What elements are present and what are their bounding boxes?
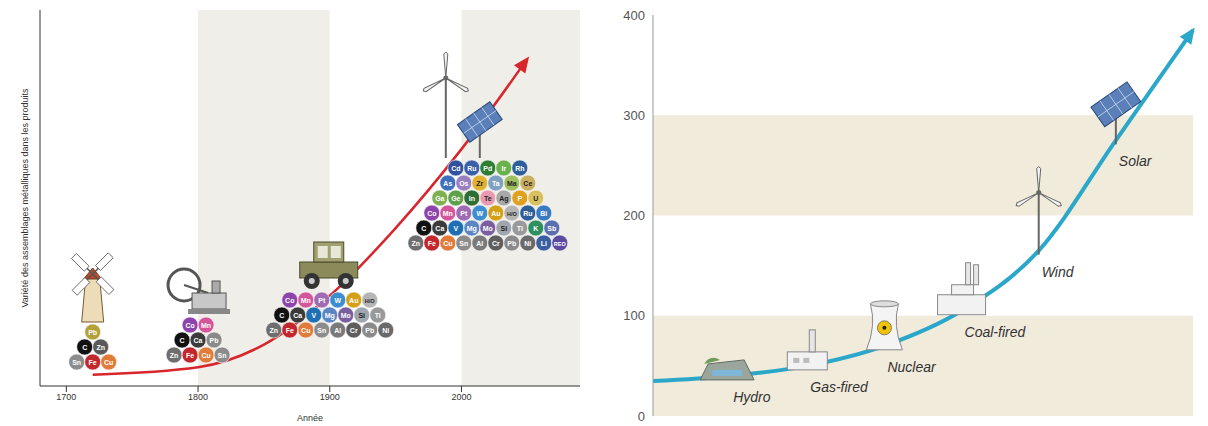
svg-text:V: V [453,225,458,232]
svg-text:Mn: Mn [443,210,453,217]
svg-text:Sn: Sn [72,359,81,366]
svg-text:Ca: Ca [293,312,302,319]
svg-text:V: V [311,312,316,319]
svg-text:Al: Al [476,240,483,247]
svg-text:Pt: Pt [460,210,468,217]
svg-text:In: In [469,195,475,202]
svg-text:Os: Os [459,180,468,187]
svg-text:Zn: Zn [269,327,278,334]
svg-text:As: As [443,180,452,187]
svg-text:0: 0 [638,409,645,424]
svg-text:400: 400 [623,8,645,23]
svg-text:Pb: Pb [365,327,374,334]
svg-text:Ag: Ag [499,195,508,203]
svg-text:C: C [180,337,185,344]
svg-text:Pd: Pd [483,165,492,172]
svg-text:Fe: Fe [89,359,97,366]
svg-text:Rh: Rh [515,165,524,172]
svg-text:Ir: Ir [501,165,506,172]
svg-text:Co: Co [285,297,294,304]
svg-text:Fe: Fe [428,240,436,247]
svg-text:Si: Si [500,225,507,232]
svg-text:C: C [82,344,87,351]
svg-text:Pb: Pb [210,337,219,344]
svg-text:Zn: Zn [96,344,105,351]
svg-text:Te: Te [484,195,492,202]
svg-text:C: C [279,312,284,319]
svg-text:Cu: Cu [443,240,452,247]
svg-text:1800: 1800 [188,392,208,402]
svg-text:Zn: Zn [170,352,179,359]
svg-text:Zn: Zn [412,240,421,247]
svg-text:1700: 1700 [56,392,76,402]
svg-text:Fe: Fe [286,327,294,334]
svg-text:Ti: Ti [517,225,523,232]
svg-text:Ru: Ru [467,165,476,172]
svg-text:Co: Co [427,210,436,217]
svg-text:Sn: Sn [317,327,326,334]
svg-text:2000: 2000 [451,392,471,402]
svg-text:Mg: Mg [467,225,477,233]
svg-text:Variété des assemblages métall: Variété des assemblages métalliques dans… [20,88,30,307]
svg-text:Mn: Mn [301,297,311,304]
svg-text:Ni: Ni [524,240,531,247]
svg-text:W: W [477,210,484,217]
svg-text:Al: Al [334,327,341,334]
svg-text:Zr: Zr [476,180,483,187]
svg-text:Pb: Pb [507,240,516,247]
svg-text:Mn: Mn [201,322,211,329]
svg-text:Gas-fired: Gas-fired [810,379,869,395]
svg-text:Ca: Ca [435,225,444,232]
svg-text:Mo: Mo [341,312,351,319]
svg-text:Cu: Cu [301,327,310,334]
svg-text:Ca: Ca [194,337,203,344]
svg-text:U: U [533,195,538,202]
svg-text:Ge: Ge [451,195,460,202]
svg-text:Coal-fired: Coal-fired [965,324,1027,340]
svg-text:Pb: Pb [88,329,97,336]
svg-text:Cr: Cr [350,327,358,334]
svg-text:Au: Au [491,210,500,217]
svg-text:Solar: Solar [1119,153,1153,169]
svg-text:Pt: Pt [318,297,326,304]
svg-text:Fe: Fe [186,352,194,359]
svg-text:Sn: Sn [459,240,468,247]
svg-text:Cr: Cr [492,240,500,247]
svg-text:Ti: Ti [375,312,381,319]
svg-text:Ni: Ni [382,327,389,334]
svg-text:Hydro: Hydro [733,389,771,405]
svg-text:P: P [517,195,522,202]
svg-text:1900: 1900 [320,392,340,402]
svg-text:K: K [533,225,538,232]
svg-text:Mg: Mg [325,312,335,320]
svg-text:Ta: Ta [492,180,500,187]
svg-text:Mo: Mo [483,225,493,232]
svg-text:Co: Co [185,322,194,329]
svg-text:300: 300 [623,108,645,123]
svg-text:Ru: Ru [523,210,532,217]
svg-text:REO: REO [554,241,567,247]
svg-text:H/O: H/O [507,211,518,217]
svg-text:Cu: Cu [104,359,113,366]
svg-text:Bi: Bi [540,210,547,217]
svg-text:Si: Si [358,312,365,319]
svg-text:Ma: Ma [507,180,517,187]
svg-text:Li: Li [541,240,547,247]
svg-text:Sb: Sb [547,225,556,232]
svg-text:Ga: Ga [435,195,444,202]
svg-text:Wind: Wind [1042,264,1075,280]
svg-text:C: C [421,225,426,232]
svg-text:W: W [334,297,341,304]
svg-text:Cd: Cd [451,165,460,172]
svg-text:Sn: Sn [218,352,227,359]
svg-text:100: 100 [623,308,645,323]
svg-text:Au: Au [349,297,358,304]
svg-text:Ce: Ce [523,180,532,187]
svg-text:200: 200 [623,208,645,223]
svg-text:Année: Année [297,413,323,423]
svg-text:Nuclear: Nuclear [887,359,937,375]
svg-text:Cu: Cu [201,352,210,359]
svg-text:H/O: H/O [365,298,376,304]
